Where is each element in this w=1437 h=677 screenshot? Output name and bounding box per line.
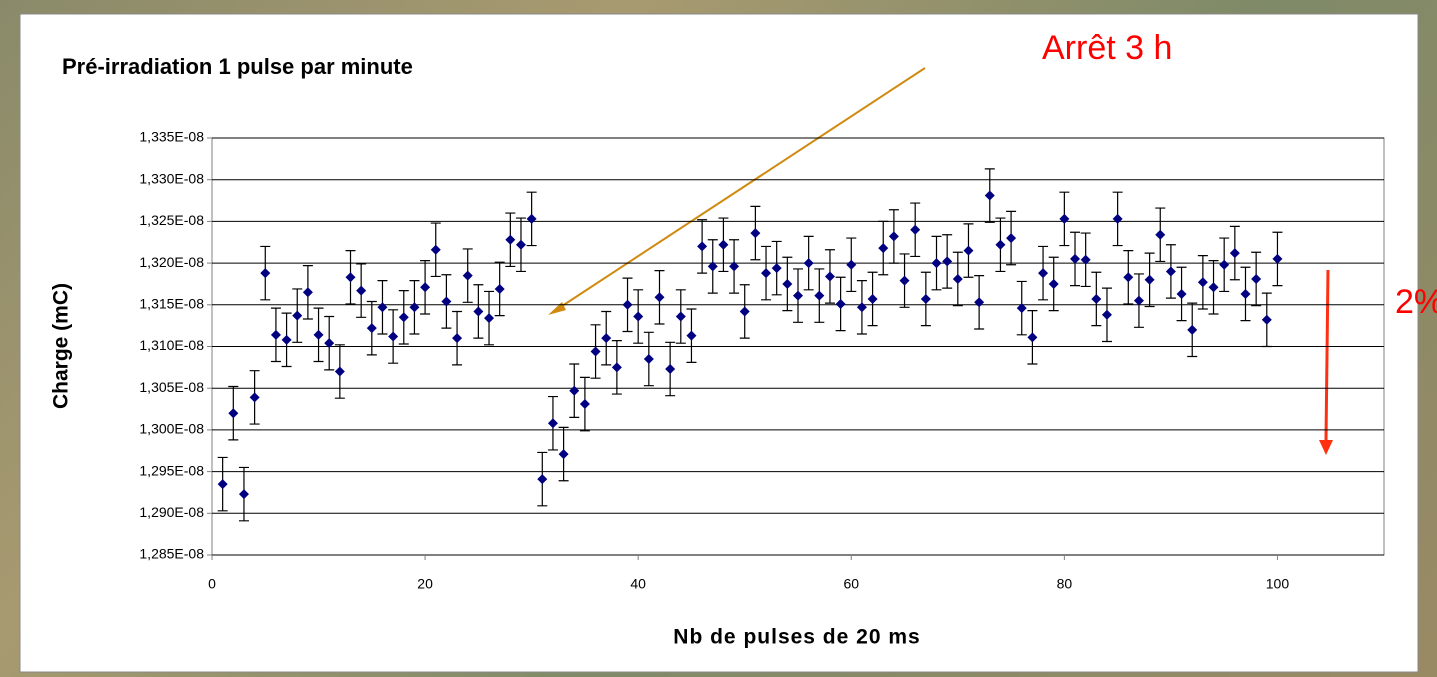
y-tick-label: 1,335E-08 (139, 129, 204, 145)
y-tick-label: 1,285E-08 (139, 546, 204, 562)
annotation: 2% (1395, 283, 1437, 321)
y-tick-label: 1,305E-08 (139, 379, 204, 395)
x-axis-label: Nb de pulses de 20 ms (673, 626, 920, 649)
y-axis-label: Charge (mC) (50, 283, 73, 409)
y-tick-label: 1,315E-08 (139, 296, 204, 312)
x-tick-label: 0 (208, 576, 216, 592)
chart-title: Pré-irradiation 1 pulse par minute (62, 54, 413, 79)
y-tick-label: 1,325E-08 (139, 212, 204, 228)
x-tick-label: 40 (630, 576, 646, 592)
x-tick-label: 60 (843, 576, 859, 592)
y-tick-label: 1,330E-08 (139, 170, 204, 186)
y-tick-label: 1,310E-08 (139, 337, 204, 353)
x-tick-label: 20 (417, 576, 433, 592)
x-tick-label: 80 (1057, 576, 1073, 592)
annotation: Arrêt 3 h (1042, 29, 1172, 67)
x-tick-label: 100 (1266, 576, 1290, 592)
y-tick-label: 1,290E-08 (139, 504, 204, 520)
chart: Pré-irradiation 1 pulse par minute Nb de… (0, 0, 1437, 677)
annotation-arrow (1326, 270, 1328, 440)
y-tick-label: 1,295E-08 (139, 462, 204, 478)
y-tick-label: 1,320E-08 (139, 254, 204, 270)
y-tick-label: 1,300E-08 (139, 421, 204, 437)
